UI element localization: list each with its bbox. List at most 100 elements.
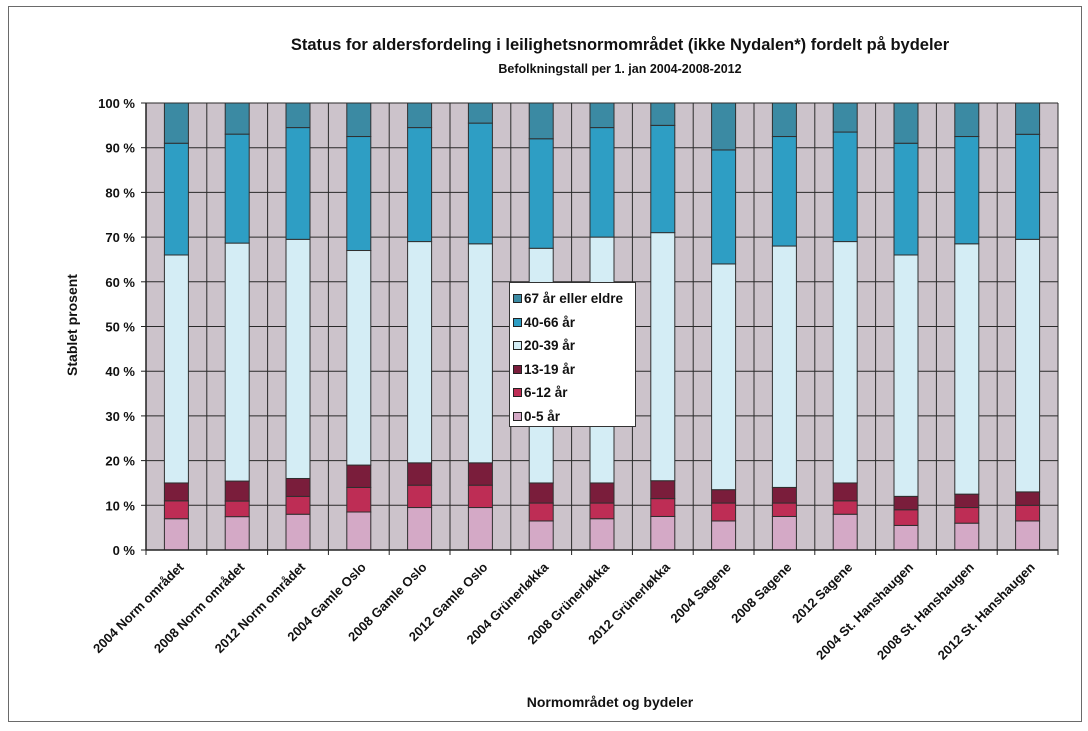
bar-segment (954, 243, 980, 495)
bar-segment (893, 495, 919, 511)
bar-segment (285, 127, 311, 240)
bar-segment (832, 131, 858, 243)
bar-segment (771, 102, 797, 138)
bar-segment (1015, 504, 1041, 522)
bar-segment (285, 495, 311, 515)
bar-segment (346, 486, 372, 513)
bar-segment (407, 241, 433, 464)
bar-segment (711, 489, 737, 504)
legend-item: 40-66 år (513, 311, 635, 335)
bar-segment (346, 102, 372, 138)
bar-segment (346, 464, 372, 488)
bar-segment (467, 122, 493, 245)
bar-segment (589, 127, 615, 238)
bar-segment (771, 245, 797, 488)
bar-segment (528, 138, 554, 249)
legend-item: 6-12 år (513, 381, 635, 405)
bar-segment (285, 102, 311, 129)
bar-segment (832, 513, 858, 551)
legend-swatch (513, 388, 522, 398)
bar-segment (224, 102, 250, 135)
legend-swatch (513, 294, 522, 304)
legend: 67 år eller eldre 40-66 år 20-39 år 13-19 å… (509, 282, 636, 427)
stacked-bars (163, 102, 1041, 551)
bar-segment (407, 127, 433, 243)
y-tick-label: 100 % (98, 96, 135, 111)
bar-segment (224, 480, 250, 502)
bar-segment (528, 502, 554, 522)
x-tick-label: 2008 Sagene (728, 560, 794, 626)
legend-label: 40-66 år (524, 314, 576, 330)
bar-segment (1015, 238, 1041, 493)
bar-segment (589, 518, 615, 551)
bar-segment (954, 136, 980, 245)
bar-segment (589, 482, 615, 504)
bar-segment (832, 482, 858, 502)
bar-segment (1015, 491, 1041, 506)
y-tick-label: 0 % (113, 543, 136, 558)
legend-swatch (513, 317, 522, 327)
bar-segment (771, 502, 797, 517)
bar-segment (163, 142, 189, 256)
y-tick-label: 10 % (105, 498, 135, 513)
y-tick-label: 80 % (105, 185, 135, 200)
y-tick-label: 70 % (105, 230, 135, 245)
bar-segment (771, 515, 797, 551)
bar-segment (711, 520, 737, 551)
bar-segment (1015, 133, 1041, 240)
bar-segment (650, 124, 676, 234)
bar-segment (407, 462, 433, 486)
bar-segment (832, 102, 858, 133)
legend-label: 0-5 år (524, 408, 561, 424)
bar-segment (893, 102, 919, 144)
bar-segment (346, 250, 372, 466)
legend-swatch (513, 411, 522, 421)
legend-swatch (513, 364, 522, 374)
bar-segment (407, 102, 433, 129)
bar-segment (771, 486, 797, 504)
bar-segment (893, 254, 919, 497)
bar-segment (589, 102, 615, 129)
x-tick-label: 2004 Sagene (667, 560, 733, 626)
legend-item: 0-5 år (513, 405, 635, 429)
bar-segment (650, 232, 676, 482)
chart-title: Status for aldersfordeling i leilighetsn… (290, 36, 950, 54)
y-axis-label: Stablet prosent (64, 274, 80, 376)
bar-segment (528, 482, 554, 504)
bar-segment (467, 102, 493, 124)
legend-label: 6-12 år (524, 385, 568, 401)
bar-segment (832, 500, 858, 515)
bar-segment (163, 102, 189, 144)
legend-item: 20-39 år (513, 334, 635, 358)
bar-segment (711, 149, 737, 265)
bar-segment (224, 242, 250, 482)
bar-segment (224, 133, 250, 244)
bar-segment (650, 480, 676, 500)
y-tick-label: 20 % (105, 454, 135, 469)
bar-segment (224, 516, 250, 551)
bar-segment (711, 502, 737, 522)
bar-segment (407, 484, 433, 509)
chart-subtitle: Befolkningstall per 1. jan 2004-2008-201… (498, 62, 742, 76)
bar-segment (711, 263, 737, 491)
bar-segment (1015, 102, 1041, 135)
y-tick-label: 60 % (105, 275, 135, 290)
x-tick-label: 2012 Sagene (789, 560, 855, 626)
y-tick-label: 40 % (105, 364, 135, 379)
bar-segment (528, 520, 554, 551)
legend-item: 13-19 år (513, 358, 635, 382)
bar-segment (954, 102, 980, 138)
bar-segment (467, 243, 493, 464)
bar-segment (893, 524, 919, 551)
bar-segment (467, 462, 493, 486)
bar-segment (407, 507, 433, 551)
bar-segment (771, 136, 797, 247)
bar-segment (224, 500, 250, 518)
bar-segment (711, 102, 737, 151)
bar-segment (163, 254, 189, 484)
legend-swatch (513, 341, 522, 351)
bar-segment (467, 507, 493, 551)
x-axis-label: Normområdet og bydeler (526, 694, 694, 710)
bar-segment (163, 500, 189, 520)
